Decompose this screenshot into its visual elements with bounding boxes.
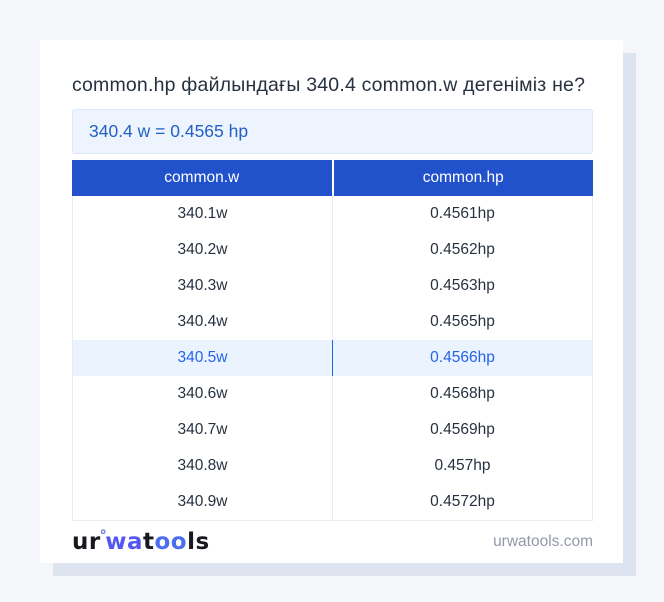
cell-hp: 0.4572hp — [430, 493, 495, 510]
table-row: 340.8w 0.457hp — [73, 448, 592, 484]
table-header-row: common.w common.hp — [72, 160, 593, 196]
table-row: 340.1w 0.4561hp — [73, 196, 592, 232]
cell-hp: 0.4561hp — [430, 205, 495, 222]
cell-hp: 0.4569hp — [430, 421, 495, 438]
answer-box: 340.4 w = 0.4565 hp — [72, 109, 593, 154]
cell-hp: 0.4566hp — [430, 349, 495, 366]
logo-segment: wa — [105, 529, 143, 555]
cell-w: 340.9w — [73, 484, 333, 520]
cell-w: 340.2w — [73, 232, 333, 268]
answer-text: 340.4 w = 0.4565 hp — [89, 121, 249, 141]
logo-ring-icon: ° — [99, 528, 108, 544]
column-header-hp: common.hp — [422, 169, 504, 186]
table-body: 340.1w 0.4561hp 340.2w 0.4562hp 340.3w 0… — [72, 196, 593, 521]
logo-segment: ur — [72, 529, 101, 555]
urwatools-logo[interactable]: ur°watools — [72, 529, 210, 554]
cell-hp: 0.4563hp — [430, 277, 495, 294]
page-title: common.hp файлындағы 340.4 common.w деге… — [72, 74, 586, 96]
cell-w: 340.7w — [73, 412, 333, 448]
conversion-table: common.w common.hp 340.1w 0.4561hp 340.2… — [72, 160, 593, 521]
table-row: 340.6w 0.4568hp — [73, 376, 592, 412]
cell-hp: 0.4565hp — [430, 313, 495, 330]
cell-w: 340.6w — [73, 376, 333, 412]
logo-segment: t — [143, 529, 155, 555]
cell-hp: 0.4562hp — [430, 241, 495, 258]
cell-w: 340.5w — [73, 340, 333, 376]
table-row: 340.3w 0.4563hp — [73, 268, 592, 304]
cell-hp: 0.457hp — [434, 457, 491, 474]
cell-w: 340.8w — [73, 448, 333, 484]
table-row[interactable]: 340.5w 0.4566hp — [73, 340, 592, 376]
table-row: 340.4w 0.4565hp — [73, 304, 592, 340]
table-row: 340.7w 0.4569hp — [73, 412, 592, 448]
cell-hp: 0.4568hp — [430, 385, 495, 402]
column-header-w: common.w — [72, 160, 334, 196]
cell-w: 340.1w — [73, 196, 333, 232]
footer-domain: urwatools.com — [493, 532, 593, 550]
cell-w: 340.3w — [73, 268, 333, 304]
converter-card: common.hp файлындағы 340.4 common.w деге… — [40, 40, 623, 563]
table-row: 340.2w 0.4562hp — [73, 232, 592, 268]
cell-w: 340.4w — [73, 304, 333, 340]
logo-segment: ls — [187, 529, 210, 555]
logo-segment: oo — [154, 529, 188, 555]
table-row: 340.9w 0.4572hp — [73, 484, 592, 520]
card-footer: ur°watools urwatools.com — [72, 521, 593, 562]
